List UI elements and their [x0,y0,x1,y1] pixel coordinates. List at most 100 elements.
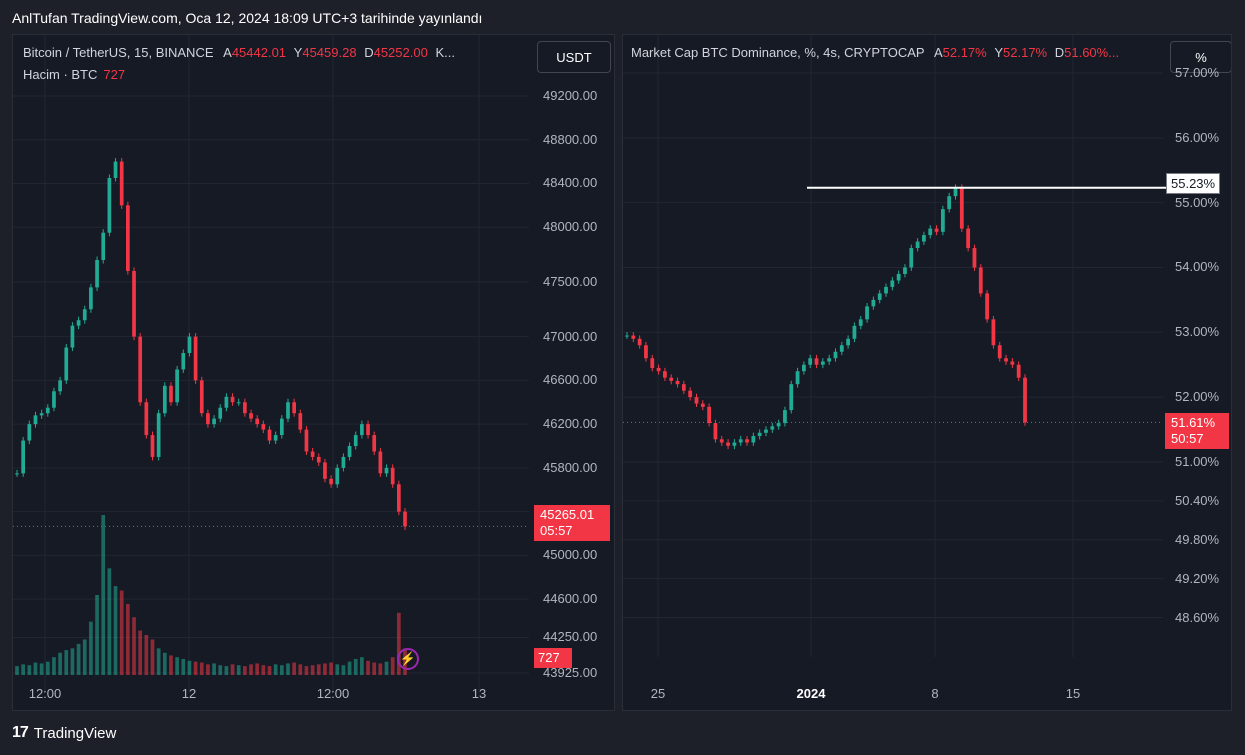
candle-body [323,462,327,479]
candle-body [95,260,99,288]
candle-body [224,396,229,408]
candle-body [236,402,241,404]
high-label: Y [994,45,1004,60]
candle-body [997,345,1002,359]
volume-bar [82,639,87,675]
candle-body [378,451,383,474]
y-axis-tick: 45800.00 [543,459,598,475]
candle-body [922,235,926,242]
y-axis-tick: 50.40% [1175,492,1220,508]
candle-body [101,232,106,261]
lightning-icon[interactable]: ⚡ [397,648,419,670]
candle-body [279,418,284,436]
low-value: 45252.00 [373,45,428,60]
btc-usdt-chart-panel[interactable]: Bitcoin / TetherUS, 15, BINANCE A45442.0… [12,34,615,711]
candle-body [991,319,996,346]
volume-bar [138,630,143,675]
candle-body [132,270,136,337]
percent-unit-button[interactable]: % [1170,41,1231,73]
y-axis-tick: 46200.00 [543,416,598,432]
volume-bar [310,665,315,675]
volume-bar [384,661,389,675]
x-axis-tick: 12:00 [316,686,350,701]
y-axis-tick: 55.00% [1175,194,1220,210]
candle-body [688,390,693,398]
candle-body [230,396,235,403]
volume-bar [144,635,149,675]
candle-body [175,369,179,403]
y-axis-tick: 48800.00 [543,131,598,147]
candle-body [770,426,775,430]
candle-body [972,248,977,268]
btc-dominance-chart-panel[interactable]: Market Cap BTC Dominance, %, 4s, CRYPTOC… [622,34,1232,711]
volume-bar [292,662,296,675]
y-axis-tick: 51.00% [1175,453,1220,469]
candle-body [700,403,705,407]
low-label: D [364,45,374,60]
candle-body [113,161,118,178]
candle-body [255,418,260,425]
currency-unit-button[interactable]: USDT [537,41,611,73]
candle-body [292,402,296,414]
candle-body [631,335,636,339]
publish-info: AnlTufan TradingView.com, Oca 12, 2024 1… [12,10,483,26]
candle-body [732,442,737,446]
candle-body [89,287,93,310]
volume-bar [372,662,377,675]
candle-body [304,429,309,452]
btc-dominance-chart[interactable] [623,35,1232,711]
volume-bar [169,655,173,675]
volume-bar [396,612,401,675]
candle-body [360,424,364,436]
candle-body [218,407,223,419]
y-axis-tick: 47000.00 [543,328,598,344]
candle-body [675,380,680,385]
volume-bar [224,666,229,675]
candle-body [144,402,149,436]
volume-bar [156,648,161,675]
candle-body [267,429,272,441]
y-axis-tick: 47500.00 [543,273,598,289]
volume-bar [21,664,26,675]
candle-body [719,439,724,443]
volume-bar [162,652,167,675]
volume-bar [52,657,56,675]
y-axis-tick: 44600.00 [543,591,598,607]
volume-bar [181,659,186,675]
candle-body [625,335,629,337]
volume-bar [89,621,93,675]
candle-body [738,439,743,443]
candle-body [52,391,56,408]
candle-body [776,423,781,427]
candle-body [21,440,26,474]
y-axis-tick: 48000.00 [543,219,598,235]
candle-body [390,467,395,485]
horizontal-line-label[interactable]: 55.23% [1166,173,1221,194]
candle-body [64,347,69,381]
candle-body [70,325,75,348]
volume-bar [261,665,266,675]
volume-bar [279,665,284,675]
candle-body [1004,358,1008,362]
open-value: 52.17% [942,45,987,60]
y-axis-tick: 43925.00 [543,665,598,680]
candle-body [681,384,686,391]
candle-body [33,415,38,425]
volume-bar [199,662,204,675]
btc-price-chart[interactable] [13,35,615,711]
candle-body [286,402,290,419]
volume-bar [150,639,155,675]
candle-body [119,161,124,206]
volume-bar [187,660,192,675]
volume-bar [101,515,106,675]
volume-bar [341,665,346,675]
candle-body [82,309,87,321]
volume-bar [360,657,364,675]
x-axis-tick: 12 [181,686,197,701]
candle-body [107,177,112,233]
volume-bar [323,663,327,675]
candle-body [396,484,401,512]
candle-body [801,364,806,372]
last-value: 51.61% [1171,415,1216,430]
candle-body [316,456,321,463]
